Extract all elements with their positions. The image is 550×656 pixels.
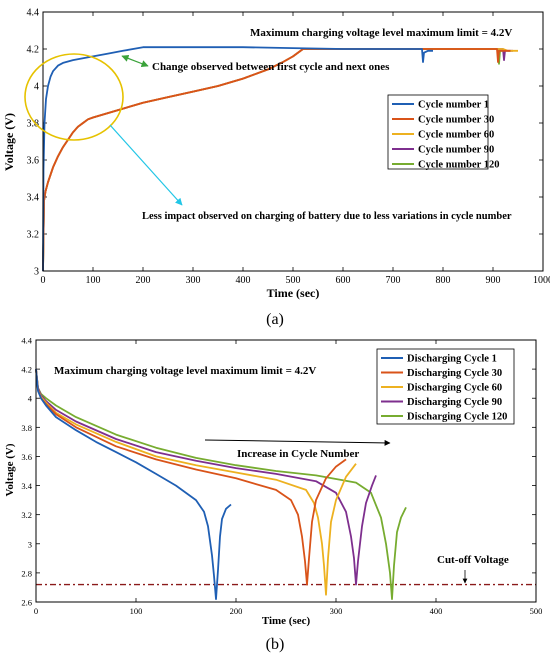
y-tick-label: 2.6 [21, 598, 32, 608]
legend-label: Cycle number 1 [418, 100, 489, 111]
panel-b-plot-frame [35, 339, 537, 603]
y-tick-label: 4.2 [27, 45, 40, 56]
x-tick-label: 200 [230, 606, 243, 616]
panel-b-xlabel: Time (sec) [262, 615, 311, 627]
panel-b-annotation-max-limit: Maximum charging voltage level maximum l… [54, 365, 316, 377]
legend-label: Cycle number 30 [418, 115, 494, 126]
legend-label: Discharging Cycle 90 [407, 397, 502, 408]
x-tick-label: 700 [386, 275, 401, 286]
legend-label: Discharging Cycle 30 [407, 368, 502, 379]
panel-b-legend: Discharging Cycle 1 Discharging Cycle 30 D… [376, 348, 515, 425]
legend-label: Cycle number 60 [418, 130, 494, 141]
y-tick-label: 4 [34, 82, 39, 93]
x-tick-label: 200 [136, 275, 151, 286]
panel-b-series-layer [35, 369, 407, 600]
x-tick-label: 300 [186, 275, 201, 286]
panel-a-annotation-max-limit: Maximum charging voltage level maximum l… [250, 27, 512, 39]
x-tick-label: 800 [436, 275, 451, 286]
x-tick-label: 1000 [533, 275, 550, 286]
panel-b-label: (b) [266, 636, 285, 653]
x-tick-label: 400 [236, 275, 251, 286]
series-line-3 [35, 369, 377, 586]
panel-a-ylabel: Voltage (V) [2, 113, 16, 171]
series-line-1 [35, 369, 347, 586]
y-tick-label: 2.8 [21, 568, 32, 578]
x-tick-label: 100 [130, 606, 143, 616]
y-tick-label: 3.6 [27, 156, 40, 167]
series-line-1 [42, 48, 511, 272]
legend-label: Discharging Cycle 120 [407, 412, 507, 423]
panel-b-ylabel: Voltage (V) [4, 443, 16, 496]
x-tick-label: 0 [34, 606, 38, 616]
y-tick-label: 3 [34, 267, 39, 278]
x-tick-label: 500 [530, 606, 543, 616]
panel-a-series-layer [42, 46, 518, 272]
panel-a-arrow-green [121, 54, 149, 68]
panel-a-plot-frame [42, 11, 544, 272]
series-line-0 [42, 46, 433, 272]
panel-b-annotation-cutoff: Cut-off Voltage [437, 554, 509, 566]
series-line-4 [35, 369, 407, 600]
panel-a-legend: Cycle number 1 Cycle number 30 Cycle numbe… [387, 94, 499, 171]
x-tick-label: 0 [41, 275, 46, 286]
x-tick-label: 300 [330, 606, 343, 616]
panel-b-annotation-cycle-increase: Increase in Cycle Number [237, 448, 359, 460]
panel-a-axis-ticks: 0 100 200 300 400 500 600 700 800 900 1000 3 3.2 3.4 3… [27, 8, 550, 287]
legend-label: Cycle number 120 [418, 160, 499, 171]
panel-a-xlabel: Time (sec) [267, 286, 320, 300]
x-tick-label: 500 [286, 275, 301, 286]
y-tick-label: 4 [28, 394, 33, 404]
panel-a-label: (a) [266, 311, 284, 328]
x-tick-label: 100 [86, 275, 101, 286]
x-tick-label: 900 [486, 275, 501, 286]
series-line-2 [35, 369, 357, 596]
y-tick-label: 3.8 [27, 119, 40, 130]
y-tick-label: 3.2 [27, 230, 40, 241]
y-tick-label: 3 [28, 539, 32, 549]
chart-panel-a: 0 100 200 300 400 500 600 700 800 900 1000 3 3.2 3.4 3… [2, 8, 550, 301]
y-tick-label: 3.2 [21, 510, 32, 520]
panel-b-arrow-cycle-increase [204, 439, 391, 446]
panel-a-annotation-less-impact: Less impact observed on charging of batt… [142, 211, 512, 222]
legend-label: Cycle number 90 [418, 145, 494, 156]
series-line-0 [35, 369, 232, 600]
legend-label: Discharging Cycle 1 [407, 354, 497, 365]
y-tick-label: 4.4 [21, 336, 32, 346]
panel-a-annotation-change: Change observed between first cycle and … [152, 61, 390, 73]
x-tick-label: 400 [430, 606, 443, 616]
y-tick-label: 3.6 [21, 452, 32, 462]
y-tick-label: 4.4 [27, 8, 40, 19]
panel-a-arrow-cyan [109, 124, 183, 206]
panel-a-highlight-ellipse [24, 53, 124, 141]
y-tick-label: 3.4 [27, 193, 40, 204]
chart-panel-b: 0 100 200 300 400 500 2.6 2.8 3 3.2 3.4 3.6 3.8 4 4.2 4… [4, 336, 542, 628]
y-tick-label: 3.8 [21, 423, 32, 433]
y-tick-label: 4.2 [21, 365, 32, 375]
x-tick-label: 600 [336, 275, 351, 286]
y-tick-label: 3.4 [21, 481, 32, 491]
legend-label: Discharging Cycle 60 [407, 383, 502, 394]
